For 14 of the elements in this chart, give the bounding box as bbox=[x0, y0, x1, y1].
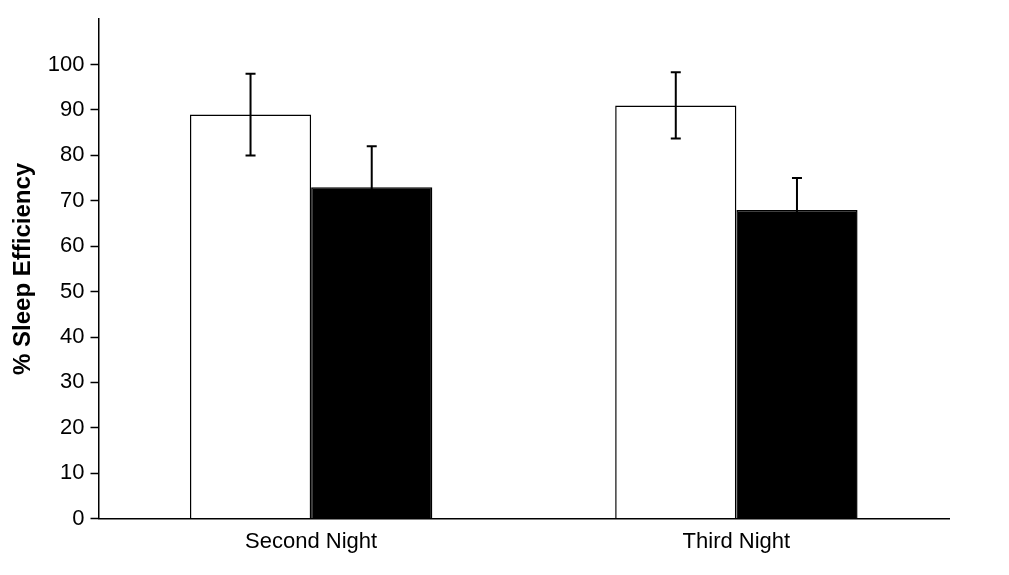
y-tick-label: 70 bbox=[60, 186, 85, 212]
y-tick-label: 90 bbox=[60, 96, 85, 122]
y-tick-label: 30 bbox=[60, 368, 85, 394]
x-tick-label: Second Night bbox=[245, 527, 378, 553]
y-tick-label: 0 bbox=[72, 504, 85, 530]
y-tick-label: 100 bbox=[47, 50, 85, 76]
y-axis-title: % Sleep Efficiency bbox=[8, 162, 36, 375]
x-tick-label: Third Night bbox=[682, 527, 791, 553]
y-tick-label: 60 bbox=[60, 232, 85, 258]
y-tick-label: 20 bbox=[60, 413, 85, 439]
y-tick-label: 10 bbox=[60, 459, 85, 485]
y-tick-label: 80 bbox=[60, 141, 85, 167]
y-tick-label: 40 bbox=[60, 323, 85, 349]
y-tick-label: 50 bbox=[60, 277, 85, 303]
